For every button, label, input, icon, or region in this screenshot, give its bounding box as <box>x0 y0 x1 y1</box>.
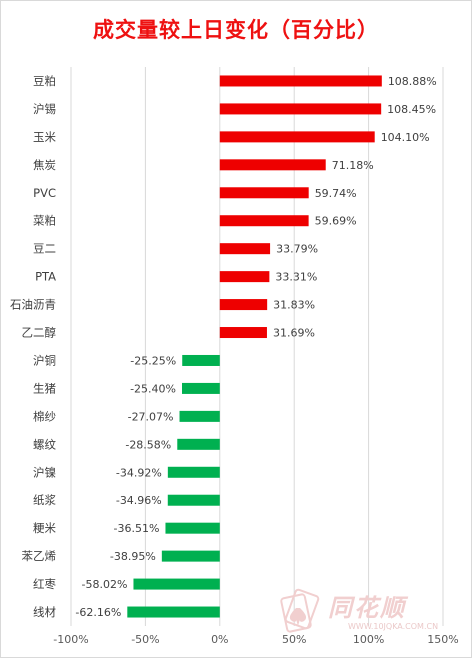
category-label: PTA <box>35 270 56 284</box>
x-tick-label: 150% <box>427 633 458 646</box>
data-label: 31.69% <box>273 327 315 340</box>
bar <box>219 243 271 255</box>
data-label: -34.92% <box>116 466 162 479</box>
data-label: 71.18% <box>332 159 374 172</box>
bar <box>165 522 220 534</box>
x-tick-label: 0% <box>211 633 228 646</box>
category-label: 生猪 <box>33 381 56 395</box>
category-label: 玉米 <box>33 130 56 144</box>
category-label: 线材 <box>33 605 56 619</box>
data-label: 33.31% <box>275 271 317 284</box>
data-label: 59.69% <box>315 215 357 228</box>
category-label: 沪镍 <box>33 465 56 479</box>
data-label: 108.45% <box>387 103 436 116</box>
bar <box>179 410 220 422</box>
data-label: 59.74% <box>315 187 357 200</box>
poker-card-logo-icon <box>280 588 320 633</box>
category-label: 棉纱 <box>33 409 56 423</box>
category-label: 菜粕 <box>33 214 56 228</box>
data-label: 31.83% <box>273 299 315 312</box>
x-tick-label: -100% <box>53 633 88 646</box>
category-label: 苯乙烯 <box>22 549 57 563</box>
data-label: -38.95% <box>110 550 156 563</box>
bar <box>219 187 309 199</box>
bar <box>161 550 220 562</box>
category-label: 豆粕 <box>33 74 56 88</box>
x-tick-label: -50% <box>131 633 159 646</box>
bar <box>182 354 220 366</box>
category-label: 沪铜 <box>33 353 56 367</box>
bar <box>167 466 220 478</box>
bar <box>177 438 220 450</box>
category-label: 石油沥青 <box>10 298 56 312</box>
data-label: 33.79% <box>276 243 318 256</box>
category-label: PVC <box>33 186 56 200</box>
data-label: -36.51% <box>114 522 160 535</box>
bar <box>182 382 220 394</box>
category-label: 粳米 <box>33 521 56 535</box>
bar <box>167 494 220 506</box>
data-label: 108.88% <box>388 75 437 88</box>
watermark-brand: 同花顺 <box>328 594 406 622</box>
bar <box>219 327 267 339</box>
data-label: 104.10% <box>381 131 430 144</box>
data-label: -34.96% <box>116 494 162 507</box>
data-label: -25.25% <box>130 354 176 367</box>
bar <box>219 131 375 143</box>
data-label: -27.07% <box>128 410 174 423</box>
category-label: 螺纹 <box>33 437 56 451</box>
bar <box>219 103 382 115</box>
category-label: 纸浆 <box>33 493 56 507</box>
bar <box>219 75 382 87</box>
bar <box>219 299 268 311</box>
category-label: 沪锡 <box>33 102 56 116</box>
watermark-url: WWW.10JQKA.COM.CN <box>348 622 439 631</box>
data-label: -58.02% <box>82 578 128 591</box>
data-label: -28.58% <box>125 438 171 451</box>
x-tick-label: 50% <box>282 633 306 646</box>
category-label: 红枣 <box>33 577 56 591</box>
bar <box>219 215 309 227</box>
bar <box>219 271 270 283</box>
x-tick-label: 100% <box>353 633 384 646</box>
data-label: -62.16% <box>75 606 121 619</box>
category-label: 豆二 <box>33 242 56 256</box>
category-label: 焦炭 <box>33 158 56 172</box>
bar <box>133 578 220 590</box>
data-label: -25.40% <box>130 382 176 395</box>
bar <box>127 606 220 618</box>
bar <box>219 159 326 171</box>
category-label: 乙二醇 <box>22 326 57 340</box>
watermark: 同花顺 WWW.10JQKA.COM.CN <box>276 584 456 644</box>
chart-title: 成交量较上日变化（百分比） <box>93 18 379 42</box>
